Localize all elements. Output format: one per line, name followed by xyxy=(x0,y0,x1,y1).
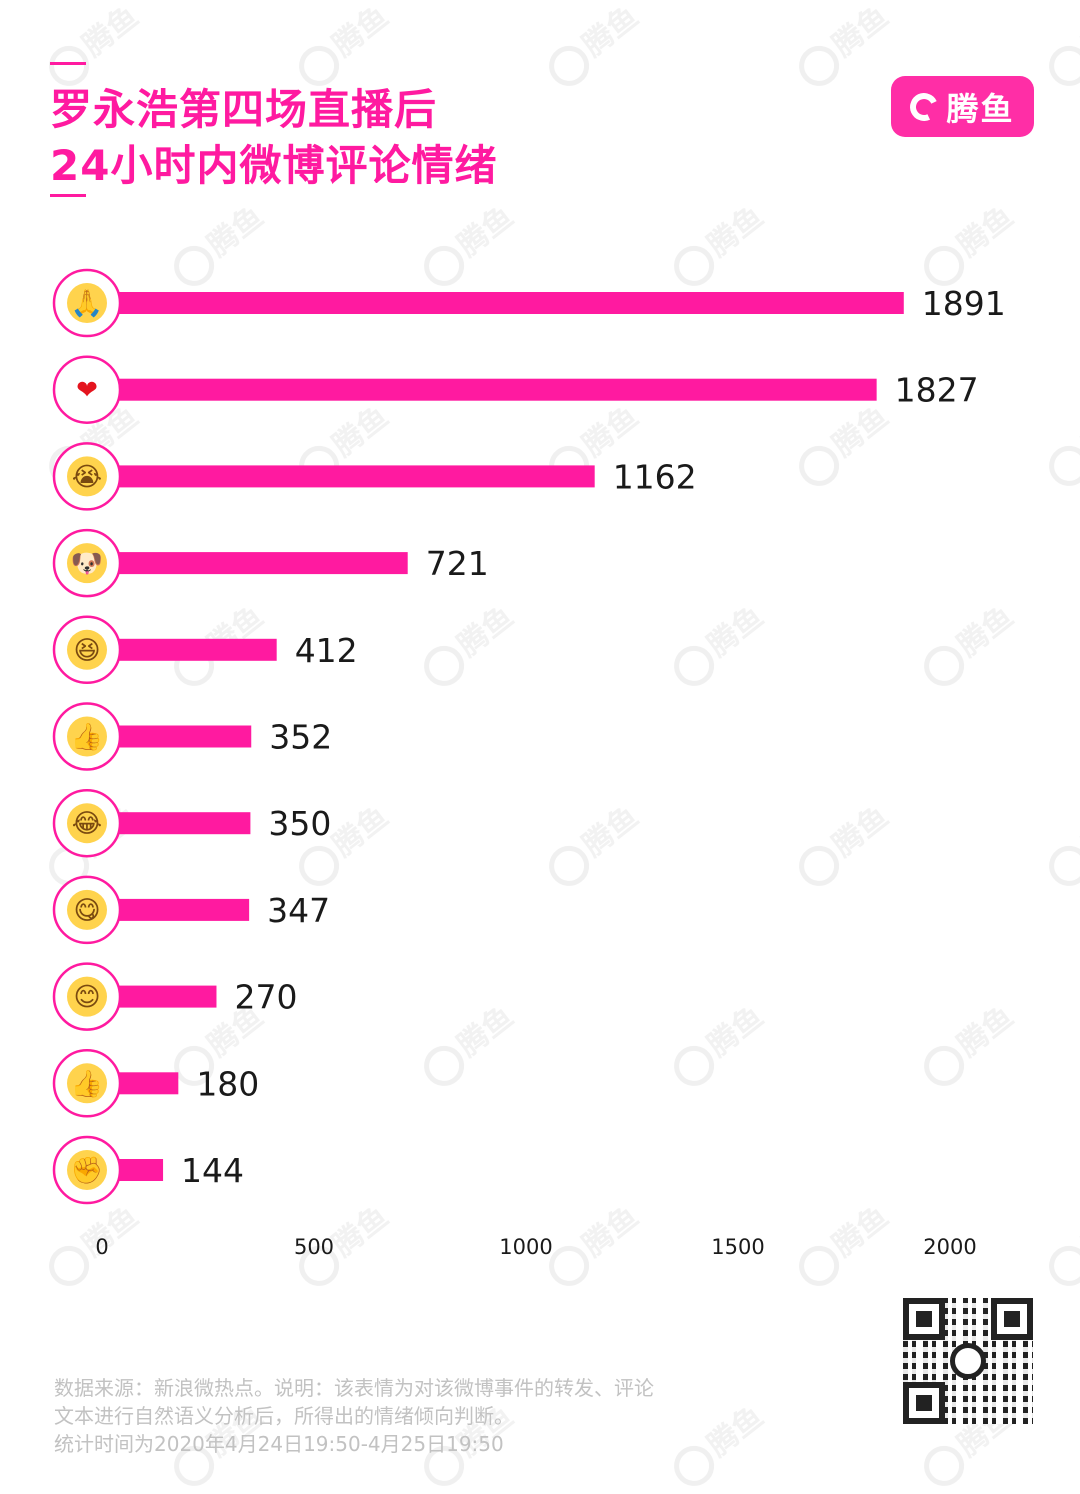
ok-thumb-emoji xyxy=(67,1063,107,1104)
tears-of-joy-emoji xyxy=(67,803,107,844)
source-footnote: 数据来源：新浪微热点。说明：该表情为对该微博事件的转发、评论 文本进行自然语义分… xyxy=(54,1374,754,1458)
x-tick-label: 1500 xyxy=(711,1235,764,1259)
title-rule-bottom xyxy=(50,194,86,197)
thumbs-up-emoji-glyph: 👍 xyxy=(71,722,103,753)
x-tick-label: 0 xyxy=(95,1235,108,1259)
yum-face-emoji-glyph: 😋 xyxy=(73,896,100,926)
data-label: 350 xyxy=(268,804,331,843)
title-line-2: 24小时内微博评论情绪 xyxy=(50,141,498,190)
laughing-face-emoji-glyph: 😆 xyxy=(73,636,100,666)
data-label: 412 xyxy=(295,631,358,670)
data-label: 1891 xyxy=(922,284,1006,323)
qr-finder-top-left xyxy=(903,1298,945,1340)
data-label: 1827 xyxy=(895,371,979,410)
brand-name: 腾鱼 xyxy=(946,89,1015,128)
data-label: 1162 xyxy=(613,457,697,496)
pray-hands-emoji-glyph: 🙏 xyxy=(71,289,103,319)
laughing-face-emoji xyxy=(67,629,107,670)
bar xyxy=(87,898,250,921)
doge-emoji xyxy=(67,543,107,584)
yum-face-emoji xyxy=(67,889,107,930)
bar xyxy=(87,465,595,488)
tears-of-joy-emoji-glyph: 😂 xyxy=(72,809,102,839)
data-label: 347 xyxy=(267,891,330,930)
bar xyxy=(87,638,277,661)
thumbs-up-emoji xyxy=(67,716,107,757)
red-heart-emoji-glyph: ❤ xyxy=(76,376,98,406)
qr-code-icon xyxy=(903,1298,1033,1424)
bar xyxy=(87,292,904,314)
laugh-cry-emoji-glyph: 😭 xyxy=(72,462,102,492)
footnote-line-1: 数据来源：新浪微热点。说明：该表情为对该微博事件的转发、评论 xyxy=(54,1376,654,1400)
bar xyxy=(87,812,251,835)
qr-finder-bottom-left xyxy=(903,1382,945,1424)
red-heart-emoji xyxy=(67,369,107,410)
qr-finder-top-right xyxy=(991,1298,1033,1340)
fist-emoji-glyph: ✊ xyxy=(71,1156,103,1186)
brand-logo: 腾鱼 xyxy=(891,76,1034,137)
ok-thumb-emoji-glyph: 👍 xyxy=(71,1068,103,1099)
smiling-face-emoji-glyph: 😊 xyxy=(73,983,100,1013)
doge-emoji-glyph: 🐶 xyxy=(71,549,103,579)
laugh-cry-emoji xyxy=(67,456,107,497)
title-line-1: 罗永浩第四场直播后 xyxy=(50,85,438,134)
data-label: 144 xyxy=(181,1151,244,1190)
page-title: 罗永浩第四场直播后 24小时内微博评论情绪 xyxy=(50,82,497,194)
title-rule-top xyxy=(50,62,86,65)
x-tick-label: 1000 xyxy=(499,1235,552,1259)
x-tick-label: 500 xyxy=(294,1235,334,1259)
bar xyxy=(87,725,252,748)
emotion-bar-chart: 🙏 1891 ❤ 1827 😭 1162 🐶 721 😆 412 👍 352 😂 350 😋 347 😊 270 👍… xyxy=(52,268,1006,1259)
footnote-line-2: 文本进行自然语义分析后，所得出的情绪倾向判断。 xyxy=(54,1404,514,1428)
bar xyxy=(87,552,408,575)
data-label: 352 xyxy=(269,718,332,757)
data-label: 721 xyxy=(426,544,489,583)
footnote-line-3: 统计时间为2020年4月24日19:50-4月25日19:50 xyxy=(54,1432,504,1456)
watermark-logo-icon xyxy=(915,1437,972,1494)
data-label: 180 xyxy=(196,1064,259,1103)
bar xyxy=(87,378,877,401)
smiling-face-emoji xyxy=(67,976,107,1017)
x-tick-label: 2000 xyxy=(923,1235,976,1259)
data-label: 270 xyxy=(234,978,297,1017)
fist-emoji xyxy=(67,1150,107,1190)
pray-hands-emoji xyxy=(67,283,107,323)
qr-center-logo xyxy=(950,1343,986,1379)
